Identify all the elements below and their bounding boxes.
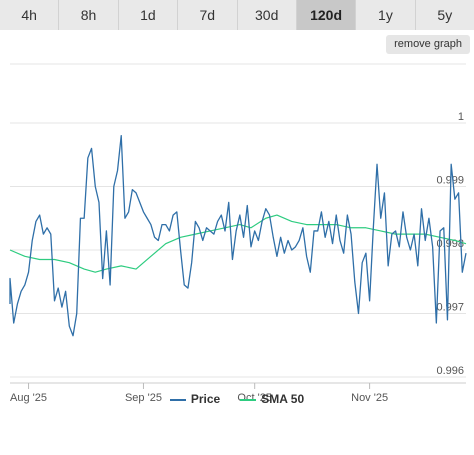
series-lines — [9, 135, 467, 337]
tab-5y[interactable]: 5y — [415, 0, 474, 30]
tab-1y[interactable]: 1y — [356, 0, 416, 30]
y-tick-label: 1 — [458, 111, 464, 123]
legend-label: Price — [190, 392, 221, 406]
legend-swatch — [240, 398, 257, 401]
legend-swatch — [169, 398, 186, 401]
legend-label: SMA 50 — [261, 392, 305, 406]
x-tick-label: Sep '25 — [125, 392, 162, 404]
x-tick-label: Aug '25 — [10, 392, 47, 404]
y-tick-label: 0.996 — [436, 365, 464, 377]
y-tick-label: 0.997 — [436, 302, 464, 314]
tab-7d[interactable]: 7d — [178, 0, 238, 30]
tab-120d[interactable]: 120d — [296, 0, 357, 30]
tab-8h[interactable]: 8h — [59, 0, 119, 30]
tab-1d[interactable]: 1d — [118, 0, 179, 30]
remove-graph-button[interactable]: remove graph — [386, 35, 470, 54]
chart-legend: Price SMA 50 — [0, 392, 474, 412]
sma50-series-line — [9, 214, 467, 273]
price-series-line — [9, 135, 467, 337]
timeframe-tabs: 4h 8h 1d 7d 30d 120d 1y 5y — [0, 0, 474, 30]
x-tick-label: Nov '25 — [351, 392, 388, 404]
x-tick-label: Oct '25 — [237, 392, 272, 404]
legend-item[interactable]: SMA 50 — [240, 392, 304, 406]
x-axis-ticks: Aug '25 Sep '25 Oct '25 Nov '25 — [10, 383, 388, 404]
tab-30d[interactable]: 30d — [237, 0, 297, 30]
legend-item[interactable]: Price — [169, 392, 221, 406]
tab-4h[interactable]: 4h — [0, 0, 60, 30]
